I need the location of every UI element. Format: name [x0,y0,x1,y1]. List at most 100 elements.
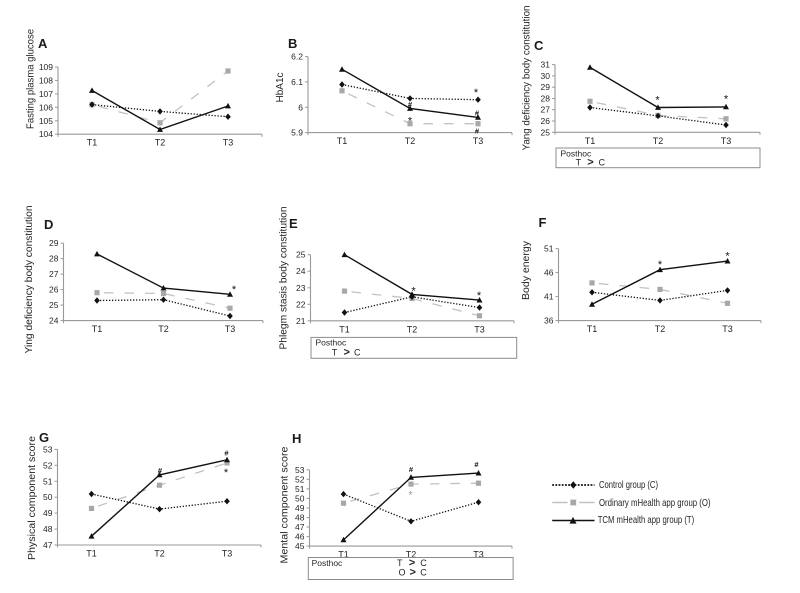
svg-text:T2: T2 [154,549,165,559]
svg-text:#: # [409,465,414,474]
svg-text:Ordinary mHealth app group (O): Ordinary mHealth app group (O) [599,497,711,509]
svg-text:Physical component score: Physical component score [27,436,38,560]
svg-text:T3: T3 [473,550,484,560]
svg-text:Control group (C): Control group (C) [599,479,658,491]
svg-text:B: B [288,36,297,51]
svg-text:F: F [539,215,547,230]
svg-text:C: C [534,38,544,53]
svg-text:C: C [598,157,605,167]
svg-text:36: 36 [544,316,554,326]
svg-text:27: 27 [49,269,59,279]
svg-text:*: * [658,259,663,271]
svg-text:47: 47 [43,540,53,550]
svg-text:D: D [44,217,53,232]
svg-text:Phlegm stasis body constitutio: Phlegm stasis body constitution [279,207,290,350]
svg-text:>: > [587,156,593,168]
svg-text:48: 48 [43,524,53,534]
svg-text:23: 23 [296,283,306,293]
svg-text:T1: T1 [339,324,350,334]
svg-text:T2: T2 [406,550,417,560]
svg-text:T1: T1 [587,324,598,334]
svg-text:106: 106 [39,102,53,112]
svg-text:C: C [354,347,361,357]
svg-text:51: 51 [544,244,554,254]
svg-text:Ying deficiency body constitut: Ying deficiency body constitution [24,206,35,354]
svg-text:Posthoc: Posthoc [561,148,592,158]
svg-text:Posthoc: Posthoc [312,558,343,568]
svg-text:6.2: 6.2 [291,52,303,62]
svg-text:48: 48 [295,513,305,523]
svg-text:25: 25 [296,250,306,260]
svg-text:T3: T3 [474,324,485,334]
svg-text:26: 26 [541,116,551,126]
svg-text:52: 52 [295,474,305,484]
svg-text:*: * [408,116,413,128]
svg-text:T3: T3 [225,324,236,334]
svg-text:45: 45 [295,541,305,551]
svg-text:>: > [409,566,415,578]
svg-text:*: * [232,284,237,296]
svg-text:T2: T2 [155,138,166,148]
svg-text:A: A [38,36,48,51]
svg-text:5.9: 5.9 [291,128,303,138]
svg-text:53: 53 [295,465,305,475]
svg-text:Posthoc: Posthoc [316,338,347,348]
svg-text:51: 51 [295,484,305,494]
svg-text:T3: T3 [222,549,233,559]
svg-text:104: 104 [39,129,53,139]
svg-text:29: 29 [49,238,59,248]
svg-text:T: T [397,558,403,568]
svg-text:T2: T2 [655,324,666,334]
svg-text:105: 105 [39,116,53,126]
svg-text:6: 6 [298,102,303,112]
svg-text:26: 26 [49,285,59,295]
svg-text:T1: T1 [585,136,596,146]
svg-text:50: 50 [295,493,305,503]
svg-text:28: 28 [541,94,551,104]
svg-text:41: 41 [544,292,554,302]
svg-text:T3: T3 [722,324,733,334]
svg-text:#: # [475,127,480,136]
svg-text:G: G [39,430,49,445]
svg-text:>: > [343,346,349,358]
svg-text:HbA1c: HbA1c [275,73,286,103]
svg-text:22: 22 [296,299,306,309]
svg-text:*: * [408,490,413,502]
svg-text:*: * [655,95,660,107]
svg-text:31: 31 [541,60,551,70]
svg-text:H: H [292,431,301,446]
svg-text:28: 28 [49,254,59,264]
svg-text:T: T [576,157,582,167]
svg-text:#: # [475,109,480,118]
svg-text:46: 46 [295,532,305,542]
svg-text:>: > [409,557,415,569]
svg-text:108: 108 [39,75,53,85]
svg-text:T3: T3 [223,138,234,148]
svg-text:T2: T2 [653,136,664,146]
svg-text:O: O [398,567,405,577]
svg-text:C: C [420,558,427,568]
svg-text:52: 52 [43,460,53,470]
svg-text:47: 47 [295,522,305,532]
svg-text:25: 25 [49,300,59,310]
svg-text:*: * [474,87,479,99]
svg-text:107: 107 [39,89,53,99]
svg-text:#: # [474,460,479,469]
svg-text:T1: T1 [92,324,103,334]
svg-text:*: * [724,94,729,106]
svg-text:T1: T1 [87,138,98,148]
svg-text:T3: T3 [721,136,732,146]
svg-text:25: 25 [541,127,551,137]
svg-text:T: T [332,347,338,357]
svg-text:24: 24 [296,266,306,276]
svg-text:49: 49 [43,508,53,518]
svg-text:*: * [477,290,482,302]
svg-text:#: # [224,449,229,458]
svg-text:109: 109 [39,62,53,72]
svg-text:50: 50 [43,492,53,502]
svg-text:T1: T1 [337,136,348,146]
svg-text:51: 51 [43,476,53,486]
svg-text:30: 30 [541,71,551,81]
svg-text:46: 46 [544,268,554,278]
svg-text:27: 27 [541,105,551,115]
